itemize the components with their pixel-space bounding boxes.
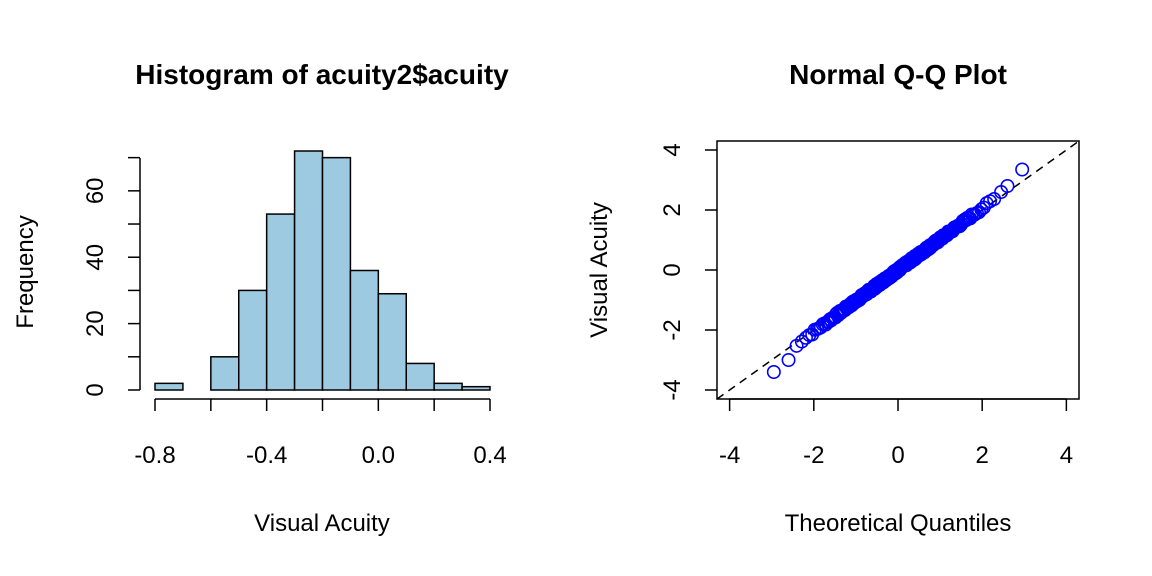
histogram-title: Histogram of acuity2$acuity (135, 59, 509, 90)
histogram-y-axis: 0 20 40 60 (82, 156, 141, 397)
histogram-bar (265, 213, 296, 391)
qq-y-tick-label: -2 (659, 319, 686, 340)
histogram-bar (433, 382, 463, 391)
qq-point (987, 192, 1002, 207)
qq-x-axis: -4 -2 0 2 4 (719, 398, 1073, 469)
histogram-y-tick-label: 40 (82, 244, 109, 271)
qq-y-axis: -4 -2 0 2 4 (659, 143, 717, 401)
histogram-y-label: Frequency (12, 215, 39, 328)
qq-plot-title: Normal Q-Q Plot (789, 59, 1007, 90)
histogram-bar (154, 382, 184, 391)
qq-plot-panel: Normal Q-Q Plot -4 -2 0 2 4 -4 -2 0 2 4 Theoreti… (586, 59, 1080, 537)
qq-x-tick-label: 4 (1060, 442, 1073, 469)
histogram-x-tick-label: -0.4 (246, 442, 287, 469)
histogram-bar (210, 356, 240, 391)
qq-x-label: Theoretical Quantiles (785, 510, 1012, 537)
qq-point (1000, 179, 1015, 194)
qq-points (766, 162, 1030, 379)
histogram-y-tick-label: 0 (82, 383, 109, 396)
histogram-panel: Histogram of acuity2$acuity -0.8 -0.4 0.0 0… (12, 59, 509, 537)
qq-y-tick-label: 2 (659, 203, 686, 216)
histogram-bar (349, 269, 380, 391)
qq-point (781, 352, 796, 367)
qq-point (972, 205, 987, 220)
histogram-bar (405, 362, 435, 391)
qq-y-tick-label: 4 (659, 143, 686, 156)
qq-y-label: Visual Acuity (586, 202, 613, 338)
qq-point (1015, 162, 1030, 177)
histogram-bar (238, 289, 268, 391)
qq-x-tick-label: -4 (719, 442, 740, 469)
histogram-y-tick-label: 60 (82, 177, 109, 204)
histogram-bar (321, 156, 352, 391)
histogram-bar (377, 292, 408, 391)
histogram-x-tick-label: -0.8 (134, 442, 175, 469)
histogram-bar (293, 150, 324, 391)
qq-y-tick-label: -4 (659, 379, 686, 400)
histogram-bar (461, 385, 491, 391)
qq-y-tick-label: 0 (659, 263, 686, 276)
histogram-x-label: Visual Acuity (254, 510, 390, 537)
qq-reference-line (716, 140, 1080, 400)
histogram-x-tick-label: 0.0 (362, 442, 395, 469)
qq-x-tick-label: -2 (803, 442, 824, 469)
qq-x-tick-label: 2 (976, 442, 989, 469)
qq-point (766, 364, 781, 379)
qq-x-tick-label: 0 (891, 442, 904, 469)
histogram-y-tick-label: 20 (82, 310, 109, 337)
histogram-x-tick-label: 0.4 (473, 442, 506, 469)
histogram-x-axis: -0.8 -0.4 0.0 0.4 (134, 398, 507, 469)
histogram-bars (154, 150, 491, 391)
